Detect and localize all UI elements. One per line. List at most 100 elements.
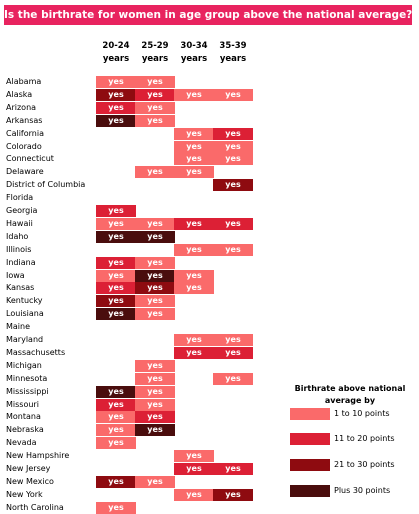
data-cell: yes [135, 476, 175, 488]
data-cell: yes [174, 347, 214, 359]
state-label: New Jersey [6, 464, 51, 473]
column-header-unit: years [219, 54, 247, 64]
state-label: Idaho [6, 232, 29, 241]
data-cell: yes [96, 476, 136, 488]
data-cell: yes [213, 489, 253, 501]
state-label: Florida [6, 193, 34, 202]
legend-swatch [290, 408, 330, 420]
data-cell: yes [135, 115, 175, 127]
legend-title: Birthrate above national average by [294, 384, 406, 405]
data-cell: yes [213, 347, 253, 359]
data-cell: yes [96, 399, 136, 411]
state-label: New Mexico [6, 477, 54, 486]
data-cell: yes [96, 411, 136, 423]
data-cell: yes [174, 489, 214, 501]
column-header-unit: years [141, 54, 169, 64]
data-cell: yes [135, 411, 175, 423]
data-cell: yes [135, 218, 175, 230]
data-cell: yes [96, 218, 136, 230]
state-label: Delaware [6, 167, 44, 176]
legend-label: 21 to 30 points [334, 460, 395, 469]
state-label: Mississippi [6, 387, 49, 396]
column-header-age: 30-34 [180, 41, 208, 51]
legend-label: 11 to 20 points [334, 434, 395, 443]
column-header: 30-34 years [174, 40, 214, 66]
data-cell: yes [96, 386, 136, 398]
state-label: Alabama [6, 77, 42, 86]
data-cell: yes [96, 502, 136, 514]
state-label: Colorado [6, 142, 42, 151]
state-label: Louisiana [6, 309, 44, 318]
data-cell: yes [135, 270, 175, 282]
data-cell: yes [174, 463, 214, 475]
data-cell: yes [96, 89, 136, 101]
data-cell: yes [96, 205, 136, 217]
data-cell: yes [96, 282, 136, 294]
data-cell: yes [96, 295, 136, 307]
state-label: Nebraska [6, 425, 44, 434]
column-header-age: 25-29 [141, 41, 169, 51]
legend-swatch [290, 459, 330, 471]
data-cell: yes [96, 115, 136, 127]
data-cell: yes [135, 231, 175, 243]
state-label: Kansas [6, 283, 35, 292]
legend-label: Plus 30 points [334, 486, 391, 495]
data-cell: yes [174, 244, 214, 256]
data-cell: yes [135, 295, 175, 307]
state-label: Georgia [6, 206, 38, 215]
data-cell: yes [174, 166, 214, 178]
column-header-unit: years [180, 54, 208, 64]
data-cell: yes [135, 76, 175, 88]
data-cell: yes [135, 102, 175, 114]
data-cell: yes [213, 218, 253, 230]
state-label: Maine [6, 322, 31, 331]
data-cell: yes [174, 141, 214, 153]
chart-title: Is the birthrate for women in age group … [4, 5, 412, 25]
state-label: Illinois [6, 245, 32, 254]
data-cell: yes [135, 166, 175, 178]
data-cell: yes [213, 373, 253, 385]
data-cell: yes [96, 437, 136, 449]
column-header-age: 20-24 [102, 41, 130, 51]
data-cell: yes [96, 231, 136, 243]
data-cell: yes [213, 128, 253, 140]
column-header: 25-29 years [135, 40, 175, 66]
state-label: Michigan [6, 361, 42, 370]
state-label: Arizona [6, 103, 37, 112]
data-cell: yes [135, 373, 175, 385]
data-cell: yes [96, 76, 136, 88]
column-header-unit: years [102, 54, 130, 64]
legend-swatch [290, 433, 330, 445]
data-cell: yes [135, 360, 175, 372]
state-label: Hawaii [6, 219, 33, 228]
data-cell: yes [135, 399, 175, 411]
state-label: New Hampshire [6, 451, 70, 460]
data-cell: yes [213, 244, 253, 256]
data-cell: yes [135, 257, 175, 269]
state-label: Montana [6, 412, 41, 421]
column-header-age: 35-39 [219, 41, 247, 51]
state-label: Nevada [6, 438, 37, 447]
data-cell: yes [135, 424, 175, 436]
state-label: Connecticut [6, 154, 54, 163]
state-label: Alaska [6, 90, 33, 99]
state-label: Minnesota [6, 374, 48, 383]
data-cell: yes [213, 463, 253, 475]
data-cell: yes [213, 153, 253, 165]
column-header: 20-24 years [96, 40, 136, 66]
data-cell: yes [174, 153, 214, 165]
state-label: Maryland [6, 335, 44, 344]
state-label: North Carolina [6, 503, 64, 512]
state-label: California [6, 129, 44, 138]
data-cell: yes [135, 308, 175, 320]
state-label: Kentucky [6, 296, 43, 305]
data-cell: yes [96, 102, 136, 114]
legend-label: 1 to 10 points [334, 409, 390, 418]
data-cell: yes [96, 257, 136, 269]
data-cell: yes [174, 282, 214, 294]
state-label: New York [6, 490, 43, 499]
state-label: Indiana [6, 258, 36, 267]
data-cell: yes [174, 334, 214, 346]
state-label: Missouri [6, 400, 39, 409]
data-cell: yes [135, 282, 175, 294]
